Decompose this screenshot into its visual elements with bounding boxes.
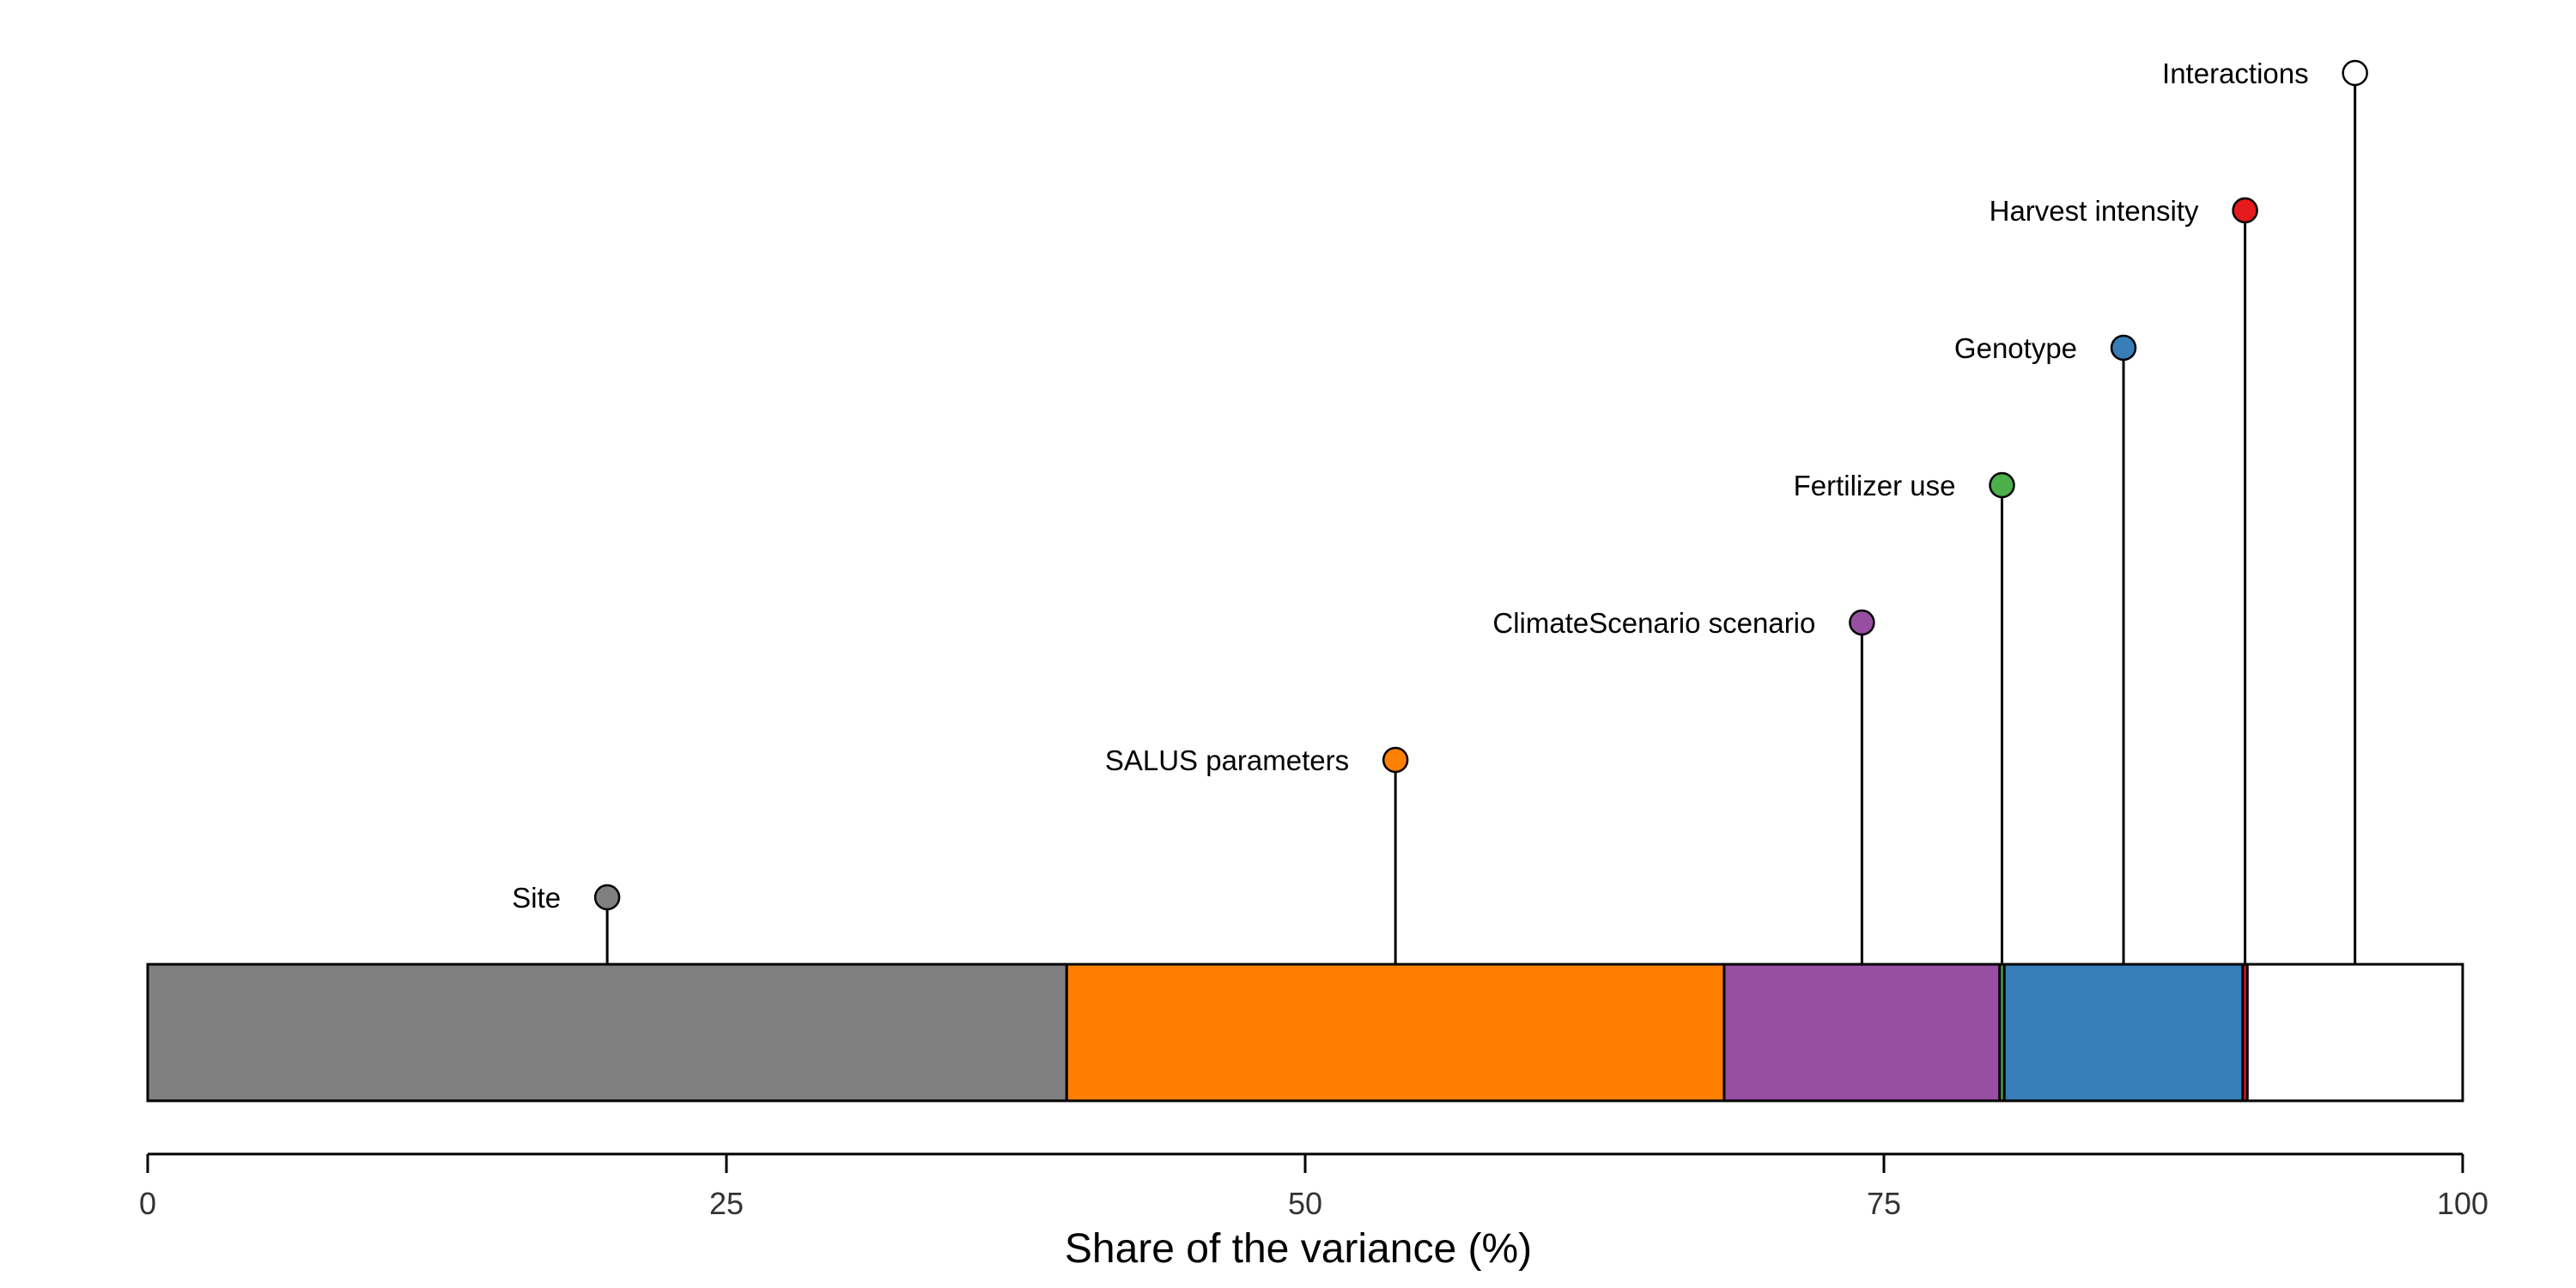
marker-genotype [2110,334,2137,361]
bar-segment-climatescenario-scenario [1722,963,2002,1103]
x-tick-label-75: 75 [1867,1186,1901,1221]
x-tick-label-25: 25 [709,1186,744,1221]
stacked-bar [146,963,2464,1103]
bar-segment-site [146,963,1068,1103]
segment-label-harvest-intensity: Harvest intensity [1990,195,2199,227]
x-axis-title: Share of the variance (%) [1065,1226,1532,1272]
marker-climatescenario-scenario [1849,609,1875,636]
segment-label-climatescenario-scenario: ClimateScenario scenario [1492,607,1815,639]
x-tick-label-0: 0 [139,1186,156,1221]
bar-segment-interactions [2245,963,2464,1103]
marker-site [593,884,621,911]
segment-label-salus-parameters: SALUS parameters [1105,744,1349,776]
segment-label-interactions: Interactions [2162,58,2309,89]
x-tick-label-50: 50 [1288,1186,1322,1221]
marker-harvest-intensity [2232,197,2258,224]
segment-label-genotype: Genotype [1954,332,2077,364]
bar-segment-salus-parameters [1065,963,1726,1103]
x-tick-label-100: 100 [2437,1186,2488,1221]
marker-salus-parameters [1382,746,1409,774]
marker-fertilizer-use [1989,471,2015,499]
segment-label-fertilizer-use: Fertilizer use [1794,470,1956,501]
x-axis: 0 25 50 75 100 [139,1152,2488,1221]
segment-label-site: Site [512,882,561,914]
label-stems: Site SALUS parameters ClimateScenario scen… [512,58,2368,964]
bar-segment-genotype [2002,963,2245,1103]
marker-interactions [2342,59,2368,87]
